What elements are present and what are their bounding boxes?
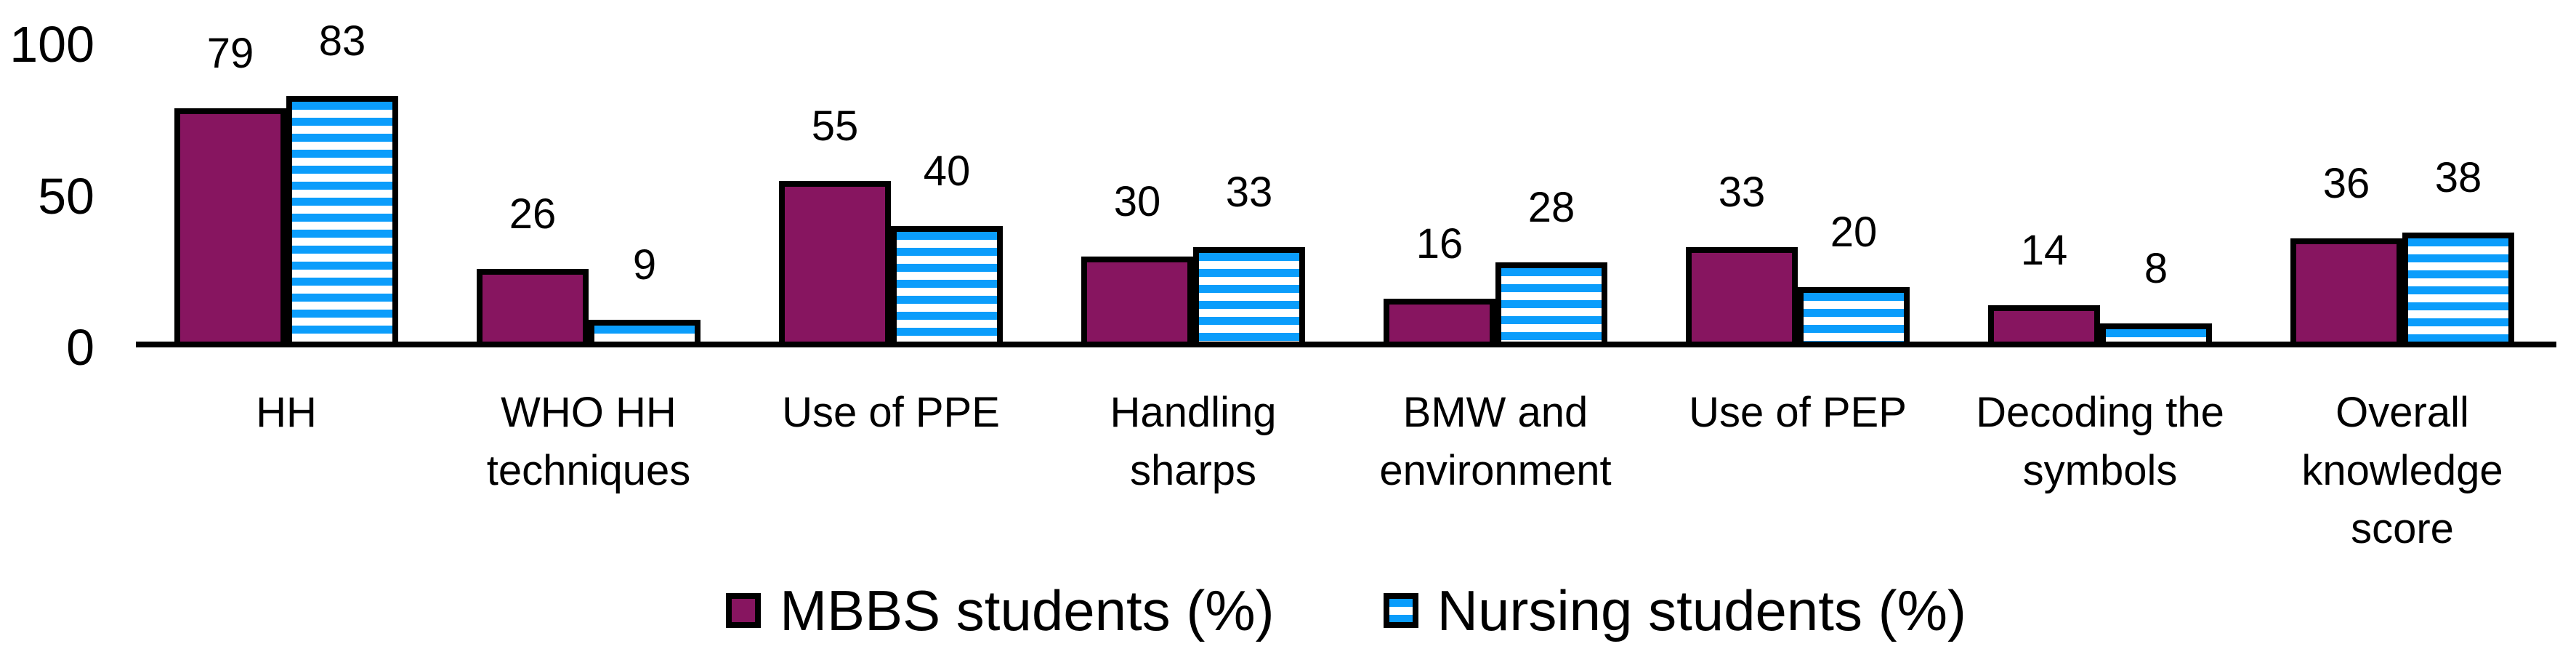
legend-item-nursing: Nursing students (%) (1383, 579, 1966, 642)
value-label-mbbs-cat4: 30 (1113, 178, 1161, 225)
bar-mbbs-cat3 (779, 181, 891, 347)
category-label-cat4: Handling sharps (1110, 389, 1277, 494)
legend-swatch-nursing-icon (1383, 593, 1418, 628)
value-label-mbbs-cat1: 79 (206, 30, 254, 77)
value-label-nursing-cat6: 20 (1830, 209, 1878, 256)
bar-nursing-cat2 (589, 320, 700, 347)
y-tick-label-100: 100 (9, 16, 94, 73)
value-label-nursing-cat8: 38 (2434, 154, 2482, 201)
bar-mbbs-cat7 (1988, 305, 2100, 347)
y-tick-label-0: 0 (66, 319, 94, 376)
y-tick-label-50: 50 (38, 168, 94, 225)
value-label-mbbs-cat8: 36 (2322, 160, 2370, 207)
value-label-mbbs-cat2: 26 (509, 190, 557, 238)
bar-mbbs-cat8 (2290, 238, 2402, 347)
value-label-nursing-cat3: 40 (923, 148, 971, 195)
category-label-cat7: Decoding the symbols (1976, 389, 2224, 494)
bar-mbbs-cat2 (477, 269, 589, 347)
value-label-mbbs-cat6: 33 (1718, 169, 1766, 216)
legend-swatch-mbbs-icon (726, 593, 762, 628)
legend: MBBS students (%) Nursing students (%) (136, 579, 2556, 642)
value-label-nursing-cat4: 33 (1225, 169, 1273, 216)
bar-mbbs-cat4 (1081, 257, 1193, 347)
bar-nursing-cat5 (1495, 262, 1607, 347)
category-label-cat6: Use of PEP (1689, 389, 1907, 436)
value-label-mbbs-cat7: 14 (2020, 227, 2068, 274)
bar-mbbs-cat5 (1384, 299, 1495, 347)
bar-nursing-cat6 (1798, 287, 1910, 347)
value-label-nursing-cat7: 8 (2144, 245, 2168, 292)
legend-label-nursing: Nursing students (%) (1437, 579, 1966, 642)
value-label-mbbs-cat5: 16 (1416, 220, 1463, 267)
value-label-nursing-cat2: 9 (632, 241, 657, 289)
bar-mbbs-cat6 (1686, 247, 1798, 347)
legend-label-mbbs: MBBS students (%) (780, 579, 1275, 642)
category-label-cat2: WHO HH techniques (486, 389, 691, 494)
bar-nursing-cat4 (1193, 247, 1305, 347)
bar-nursing-cat8 (2402, 233, 2514, 347)
category-label-cat8: Overall knowledge score (2301, 389, 2503, 552)
bar-mbbs-cat1 (174, 108, 286, 347)
value-label-nursing-cat1: 83 (318, 17, 366, 65)
category-label-cat3: Use of PPE (782, 389, 1000, 436)
bar-nursing-cat3 (891, 226, 1003, 347)
legend-item-mbbs: MBBS students (%) (726, 580, 1275, 641)
bar-nursing-cat1 (286, 96, 398, 347)
bar-nursing-cat7 (2100, 323, 2212, 347)
x-axis-line (136, 342, 2556, 347)
category-label-cat5: BMW and environment (1379, 389, 1612, 494)
value-label-nursing-cat5: 28 (1527, 184, 1575, 231)
value-label-mbbs-cat3: 55 (811, 102, 859, 150)
category-label-cat1: HH (256, 389, 317, 436)
